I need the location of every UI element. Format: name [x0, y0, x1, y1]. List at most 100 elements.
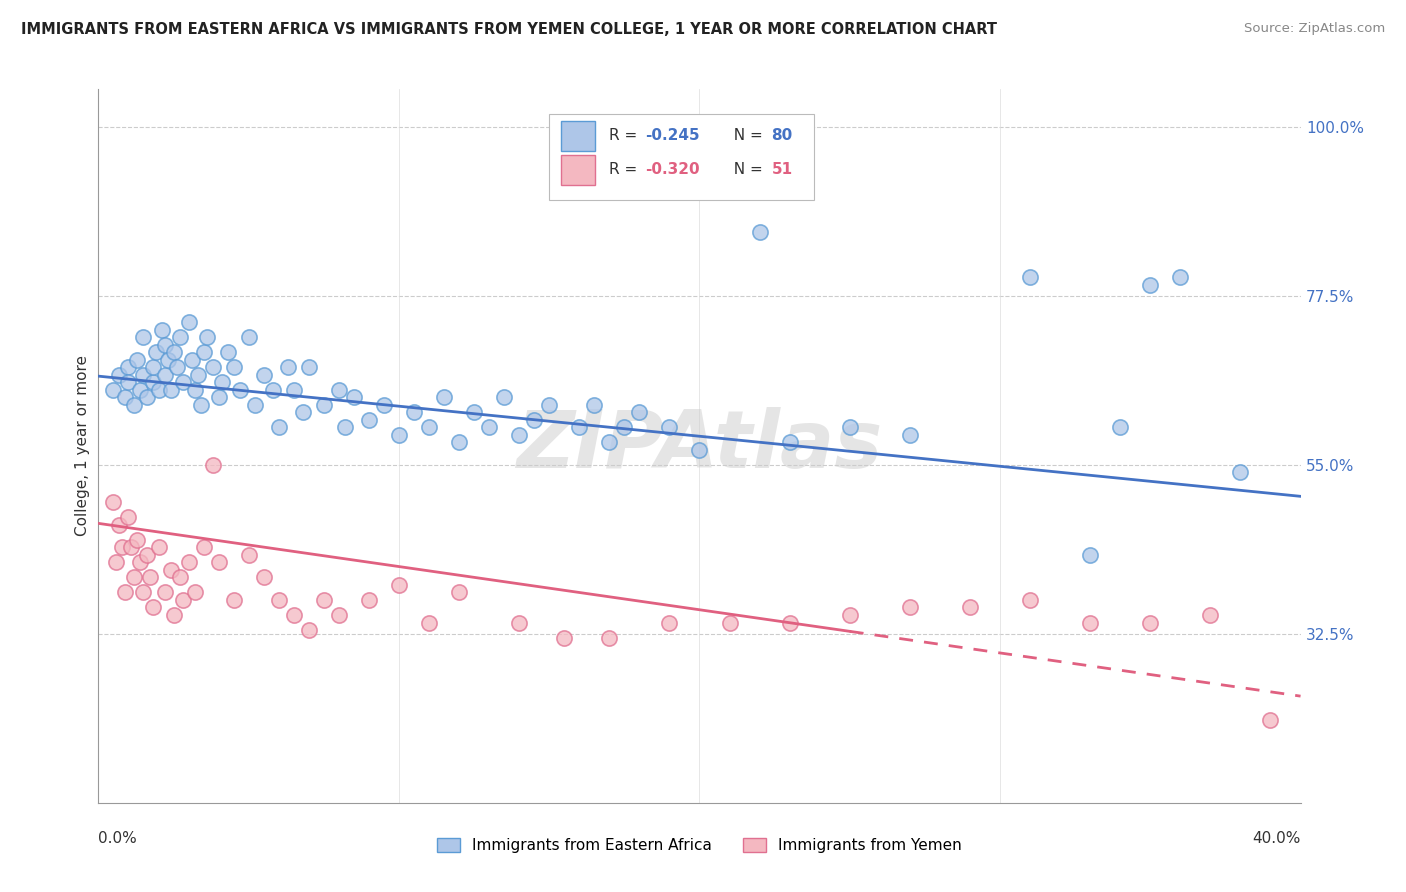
Text: ZIPAtlas: ZIPAtlas: [516, 407, 883, 485]
Point: [523, 413, 546, 427]
Point: [138, 570, 160, 584]
Point: [262, 383, 284, 397]
Point: [1139, 615, 1161, 630]
Point: [132, 330, 155, 344]
Text: N =: N =: [724, 162, 768, 178]
Point: [208, 556, 231, 570]
Point: [180, 352, 202, 367]
Text: 51: 51: [772, 162, 793, 178]
Text: IMMIGRANTS FROM EASTERN AFRICA VS IMMIGRANTS FROM YEMEN COLLEGE, 1 YEAR OR MORE : IMMIGRANTS FROM EASTERN AFRICA VS IMMIGR…: [21, 22, 997, 37]
Point: [538, 398, 561, 412]
Point: [959, 600, 981, 615]
Point: [388, 578, 411, 592]
Point: [553, 631, 575, 645]
Point: [598, 631, 620, 645]
Point: [190, 398, 212, 412]
Text: 80: 80: [772, 128, 793, 143]
Point: [121, 541, 143, 555]
Point: [447, 585, 470, 599]
Point: [388, 427, 411, 442]
Point: [162, 345, 184, 359]
Point: [1229, 465, 1251, 479]
Point: [150, 322, 173, 336]
Point: [177, 556, 200, 570]
Point: [117, 510, 139, 524]
Point: [159, 383, 181, 397]
Point: [283, 383, 305, 397]
Point: [124, 398, 146, 412]
Point: [105, 556, 128, 570]
Point: [1078, 615, 1101, 630]
Point: [779, 615, 801, 630]
Point: [312, 398, 335, 412]
FancyBboxPatch shape: [561, 155, 595, 185]
Point: [312, 593, 335, 607]
Point: [1260, 713, 1282, 727]
Point: [277, 360, 299, 375]
Point: [153, 368, 176, 382]
Point: [141, 360, 163, 375]
Point: [658, 420, 681, 434]
Point: [613, 420, 636, 434]
Point: [1078, 548, 1101, 562]
Text: 40.0%: 40.0%: [1253, 831, 1301, 847]
Point: [433, 390, 456, 404]
Point: [658, 615, 681, 630]
Point: [748, 225, 770, 239]
Point: [357, 593, 380, 607]
Point: [195, 330, 218, 344]
Text: Source: ZipAtlas.com: Source: ZipAtlas.com: [1244, 22, 1385, 36]
Point: [402, 405, 425, 419]
Point: [583, 398, 606, 412]
Point: [114, 585, 136, 599]
Point: [253, 570, 276, 584]
Point: [124, 570, 146, 584]
Point: [169, 330, 191, 344]
Point: [159, 563, 181, 577]
Point: [172, 593, 194, 607]
Point: [148, 541, 170, 555]
Point: [211, 375, 233, 389]
Point: [283, 607, 305, 622]
Point: [108, 517, 131, 532]
Point: [156, 352, 179, 367]
Point: [357, 413, 380, 427]
Point: [267, 593, 290, 607]
Text: R =: R =: [609, 128, 643, 143]
Point: [222, 593, 245, 607]
Point: [117, 375, 139, 389]
Point: [132, 585, 155, 599]
Text: -0.245: -0.245: [645, 128, 700, 143]
Point: [508, 615, 530, 630]
Point: [298, 623, 321, 637]
Point: [193, 541, 215, 555]
Point: [127, 352, 149, 367]
Point: [898, 600, 921, 615]
Point: [494, 390, 516, 404]
Point: [187, 368, 209, 382]
FancyBboxPatch shape: [550, 114, 814, 200]
Point: [718, 615, 741, 630]
Point: [291, 405, 314, 419]
Point: [463, 405, 485, 419]
Point: [129, 383, 152, 397]
Point: [838, 420, 860, 434]
Point: [201, 458, 224, 472]
Point: [253, 368, 276, 382]
Point: [148, 383, 170, 397]
Point: [141, 375, 163, 389]
Point: [328, 607, 350, 622]
Point: [193, 345, 215, 359]
Point: [169, 570, 191, 584]
Point: [418, 420, 440, 434]
Legend: Immigrants from Eastern Africa, Immigrants from Yemen: Immigrants from Eastern Africa, Immigran…: [432, 832, 967, 859]
Point: [779, 435, 801, 450]
Point: [298, 360, 321, 375]
Point: [127, 533, 149, 547]
Point: [238, 330, 260, 344]
Y-axis label: College, 1 year or more: College, 1 year or more: [75, 356, 90, 536]
Point: [238, 548, 260, 562]
Point: [217, 345, 239, 359]
Text: N =: N =: [724, 128, 768, 143]
Point: [141, 600, 163, 615]
